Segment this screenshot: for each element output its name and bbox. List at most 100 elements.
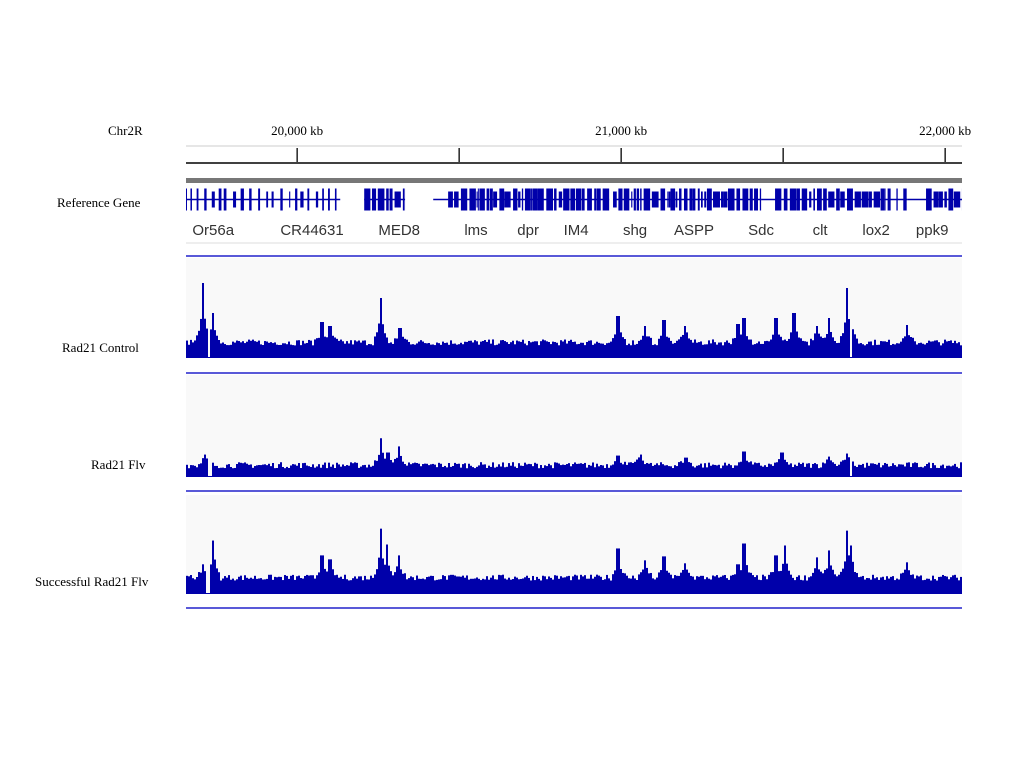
signal-bar xyxy=(196,467,198,477)
signal-bar xyxy=(236,340,238,358)
signal-bar xyxy=(752,464,754,477)
signal-bar xyxy=(404,338,406,358)
signal-bar xyxy=(444,576,446,594)
signal-bar xyxy=(846,453,848,477)
signal-bar xyxy=(938,342,940,358)
gene-exon xyxy=(486,188,490,211)
signal-bar xyxy=(332,569,334,594)
signal-bar xyxy=(254,341,256,358)
signal-bar xyxy=(510,465,512,477)
signal-bar xyxy=(820,336,822,358)
signal-bar xyxy=(294,579,296,594)
signal-bar xyxy=(948,579,950,594)
signal-bar xyxy=(672,468,674,477)
gene-exon xyxy=(454,191,459,208)
signal-bar xyxy=(570,580,572,594)
signal-bar xyxy=(446,467,448,477)
signal-bar xyxy=(600,343,602,358)
signal-bar xyxy=(724,462,726,477)
signal-bar xyxy=(656,345,658,358)
signal-bar xyxy=(718,577,720,594)
ruler-tick-label: 22,000 kb xyxy=(919,123,972,138)
signal-bar xyxy=(692,466,694,477)
signal-bar xyxy=(712,464,714,477)
signal-bar xyxy=(564,464,566,477)
signal-bar xyxy=(836,343,838,358)
signal-bar xyxy=(374,574,376,594)
signal-bar xyxy=(226,464,228,477)
signal-bar xyxy=(372,345,374,358)
signal-bar xyxy=(716,344,718,358)
signal-bar xyxy=(892,463,894,477)
signal-bar xyxy=(318,337,320,358)
signal-bar xyxy=(380,528,382,594)
signal-bar xyxy=(932,341,934,358)
signal-bar xyxy=(860,464,862,477)
signal-bar xyxy=(280,576,282,594)
signal-bar xyxy=(908,335,910,358)
signal-bar xyxy=(430,344,432,358)
signal-bar xyxy=(804,466,806,477)
signal-bar xyxy=(916,344,918,358)
signal-bar xyxy=(542,339,544,358)
signal-bar xyxy=(272,579,274,594)
signal-bar xyxy=(738,564,740,594)
signal-bar xyxy=(324,568,326,594)
signal-bar xyxy=(896,578,898,594)
signal-bar xyxy=(538,345,540,358)
gene-exon xyxy=(469,188,476,211)
signal-bar xyxy=(374,460,376,477)
signal-bar xyxy=(554,462,556,477)
signal-bar xyxy=(622,464,624,477)
signal-bar xyxy=(886,463,888,477)
signal-bar xyxy=(634,344,636,358)
signal-bar xyxy=(488,579,490,594)
gene-exon xyxy=(240,188,244,211)
signal-bar xyxy=(314,467,316,477)
signal-bar xyxy=(282,343,284,358)
signal-bar xyxy=(492,339,494,358)
signal-bar xyxy=(748,572,750,594)
signal-bar xyxy=(954,340,956,358)
signal-bar xyxy=(364,464,366,477)
signal-bar xyxy=(944,339,946,358)
signal-bar xyxy=(362,580,364,594)
signal-bar xyxy=(720,342,722,358)
signal-bar xyxy=(642,569,644,594)
signal-bar xyxy=(292,574,294,594)
signal-bar xyxy=(844,561,846,594)
signal-bar xyxy=(512,340,514,358)
signal-bar xyxy=(768,463,770,477)
signal-bar xyxy=(330,559,332,594)
signal-bar xyxy=(322,464,324,477)
signal-bar xyxy=(568,575,570,594)
signal-bar xyxy=(356,462,358,477)
gene-exon xyxy=(460,188,468,211)
track-label-rad21-flv: Rad21 Flv xyxy=(91,457,146,472)
signal-bar xyxy=(874,463,876,477)
signal-bar xyxy=(508,463,510,477)
signal-bar xyxy=(612,574,614,594)
signal-bar xyxy=(472,578,474,594)
signal-bar xyxy=(428,465,430,477)
signal-bar xyxy=(698,465,700,477)
signal-bar xyxy=(892,343,894,358)
signal-bar xyxy=(648,573,650,594)
signal-bar xyxy=(900,573,902,594)
signal-bar xyxy=(334,468,336,477)
signal-bar xyxy=(942,343,944,358)
signal-bar xyxy=(468,340,470,358)
signal-bar xyxy=(750,461,752,477)
signal-bar xyxy=(922,580,924,594)
signal-bar xyxy=(340,466,342,477)
signal-bar xyxy=(776,318,778,358)
signal-bar xyxy=(298,463,300,477)
signal-bar xyxy=(634,461,636,477)
signal-bar xyxy=(842,333,844,358)
signal-bar xyxy=(392,343,394,358)
signal-bar xyxy=(734,574,736,594)
signal-bar xyxy=(812,572,814,594)
signal-bar xyxy=(722,465,724,477)
signal-bar xyxy=(890,466,892,477)
